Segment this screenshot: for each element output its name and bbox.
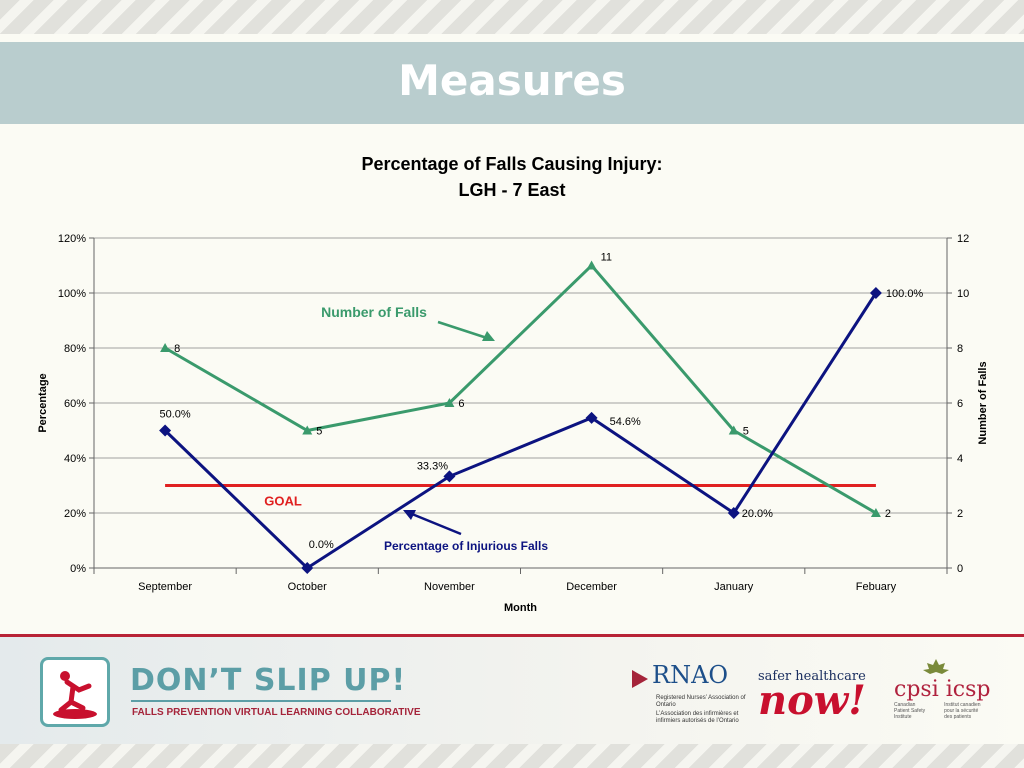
page-title: Measures [398,56,626,105]
data-point-number-of-falls [728,425,739,435]
y2-tick-label: 8 [957,343,963,355]
cpsi-logo: cpsi icsp Canadian Patient Safety Instit… [894,659,991,720]
data-label-percentage-injurious: 100.0% [886,288,924,300]
rnao-arrow-icon [632,669,648,688]
footer: DON’T SLIP UP! FALLS PREVENTION VIRTUAL … [0,637,1024,744]
y2-tick-label: 6 [957,398,963,410]
y-tick-label: 60% [64,398,86,410]
data-point-number-of-falls [870,508,881,517]
y-tick-label: 20% [64,508,86,520]
annotation-number-of-falls: Number of Falls [321,304,427,320]
goal-label: GOAL [264,494,302,509]
series-line-percentage-injurious [164,292,878,570]
maple-leaf-icon [923,659,949,674]
shn-top-text: safer healthcare [758,669,866,684]
rnao-mark: RNAO [652,661,729,689]
data-label-number-of-falls: 6 [458,398,464,410]
data-point-percentage-injurious [585,411,598,424]
data-label-number-of-falls: 5 [316,426,322,438]
data-point-number-of-falls [302,425,313,435]
shn-now-text: now! [758,677,866,724]
data-label-number-of-falls: 5 [743,426,749,438]
y-tick-label: 120% [58,233,86,245]
data-point-percentage-injurious [301,562,314,574]
y2-tick-label: 0 [957,563,963,575]
data-label-percentage-injurious: 54.6% [610,416,641,428]
x-tick-label: January [714,581,754,593]
campaign-title: DON’T SLIP UP! [130,663,407,698]
data-point-percentage-injurious [159,424,172,437]
safer-healthcare-now-logo: safer healthcare now! [758,669,866,724]
data-label-percentage-injurious: 33.3% [417,460,448,472]
x-tick-label: November [424,581,475,593]
x-tick-label: December [566,581,617,593]
x-tick-label: September [138,581,192,593]
slipping-person-icon [53,671,97,719]
data-point-percentage-injurious [727,507,740,519]
campaign-rule [131,700,391,702]
annotation-arrow-percentage-injurious [411,512,462,536]
data-label-number-of-falls: 8 [174,343,180,355]
rnao-name-fr: L’Association des infirmières et infirmi… [656,711,739,724]
data-label-number-of-falls: 11 [601,252,612,264]
data-point-percentage-injurious [443,470,456,483]
y2-tick-label: 12 [957,233,969,245]
data-point-percentage-injurious [869,287,882,299]
data-point-number-of-falls [444,398,455,407]
chart-area: Percentage of Falls Causing Injury: LGH -… [0,124,1024,634]
cpsi-name-en: Canadian Patient Safety Institute [894,702,926,720]
cpsi-mark: cpsi icsp [894,677,991,702]
y-tick-label: 80% [64,343,86,355]
data-point-number-of-falls [160,343,171,352]
data-label-number-of-falls: 2 [885,508,891,520]
data-point-number-of-falls [586,260,597,270]
y-axis-label: Percentage [37,373,49,432]
annotation-arrowhead-percentage-injurious [403,510,416,520]
falls-chart: Percentage of Falls Causing Injury: LGH -… [37,154,989,614]
data-label-percentage-injurious: 20.0% [742,508,773,520]
chart-subtitle: LGH - 7 East [458,180,565,200]
header-bar: Measures [0,42,1024,124]
y-tick-label: 0% [70,563,86,575]
chart-title: Percentage of Falls Causing Injury: [361,154,662,174]
bottom-stripe-band [0,744,1024,768]
y2-tick-label: 2 [957,508,963,520]
annotation-percentage-injurious: Percentage of Injurious Falls [384,539,548,553]
y-tick-label: 100% [58,288,86,300]
dont-slip-up-logo [40,657,110,727]
x-tick-label: October [288,581,327,593]
campaign-subtitle: FALLS PREVENTION VIRTUAL LEARNING COLLAB… [132,707,421,718]
y2-axis-label: Number of Falls [977,361,989,444]
y-tick-label: 40% [64,453,86,465]
y2-tick-label: 10 [957,288,969,300]
data-label-percentage-injurious: 0.0% [309,539,334,551]
rnao-logo: RNAO Registered Nurses’ Association of O… [632,661,746,724]
footer-divider [0,634,1024,637]
rnao-name-en: Registered Nurses’ Association of Ontari… [656,695,746,708]
y2-tick-label: 4 [957,453,963,465]
annotation-arrow-number-of-falls [437,320,488,340]
x-axis-label: Month [504,602,537,614]
x-tick-label: Febuary [856,581,897,593]
cpsi-name-fr: Institut canadien pour la sécurité des p… [944,702,981,720]
data-label-percentage-injurious: 50.0% [159,409,190,421]
annotation-arrowhead-number-of-falls [482,331,495,341]
series-line-number-of-falls [164,263,877,515]
top-stripe-band [0,0,1024,34]
